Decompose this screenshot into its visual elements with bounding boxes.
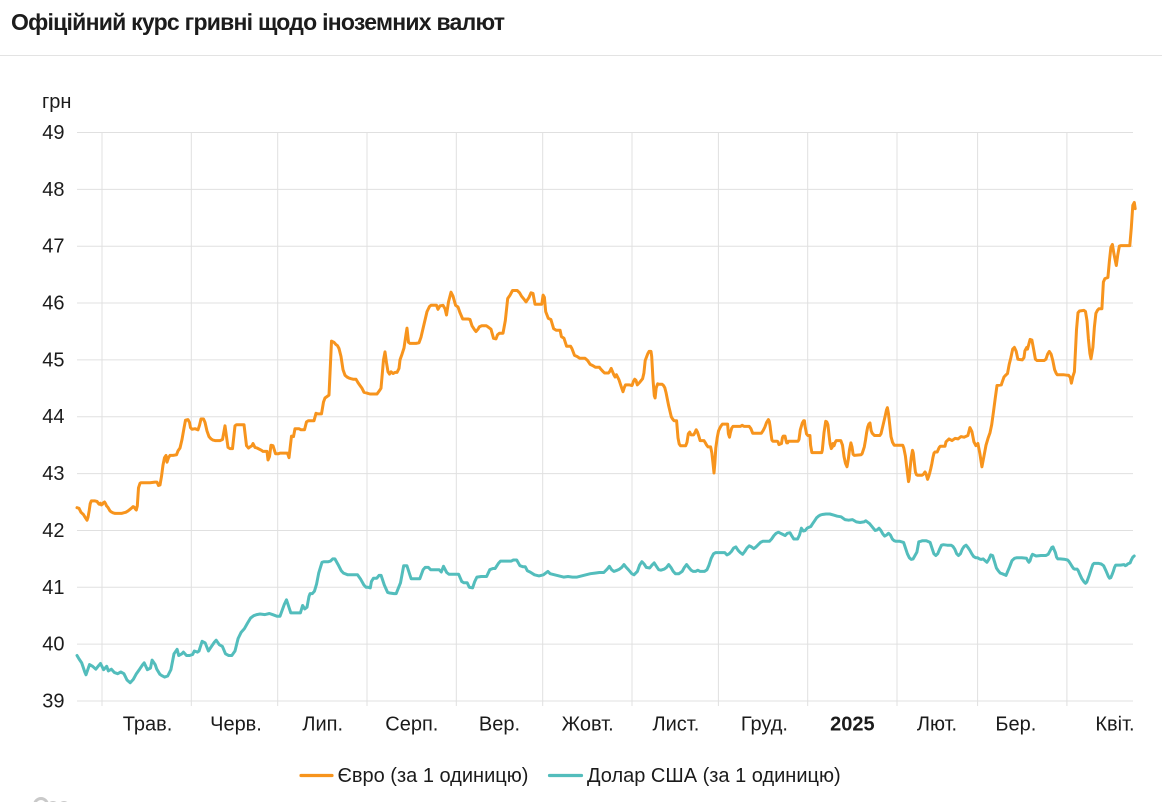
svg-text:Груд.: Груд. bbox=[741, 714, 788, 736]
svg-text:49: 49 bbox=[42, 122, 64, 144]
svg-text:42: 42 bbox=[42, 520, 64, 542]
svg-text:Вер.: Вер. bbox=[479, 714, 520, 736]
svg-text:45: 45 bbox=[42, 349, 64, 371]
svg-text:Жовт.: Жовт. bbox=[562, 714, 614, 736]
svg-text:Черв.: Черв. bbox=[210, 714, 262, 736]
svg-text:Серп.: Серп. bbox=[385, 714, 438, 736]
svg-text:2025: 2025 bbox=[830, 714, 875, 736]
svg-text:47: 47 bbox=[42, 236, 64, 258]
svg-text:Євро (за 1 одиницю): Євро (за 1 одиницю) bbox=[338, 765, 529, 787]
svg-text:Долар США (за 1 одиницю): Долар США (за 1 одиницю) bbox=[587, 765, 841, 787]
svg-text:40: 40 bbox=[42, 634, 64, 656]
svg-text:Бер.: Бер. bbox=[995, 714, 1036, 736]
svg-text:Лют.: Лют. bbox=[917, 714, 957, 736]
svg-text:Лип.: Лип. bbox=[302, 714, 343, 736]
svg-text:39: 39 bbox=[42, 691, 64, 713]
svg-text:грн: грн bbox=[42, 91, 71, 113]
svg-text:Лист.: Лист. bbox=[653, 714, 700, 736]
svg-text:41: 41 bbox=[42, 577, 64, 599]
svg-text:46: 46 bbox=[42, 293, 64, 315]
svg-text:44: 44 bbox=[42, 406, 64, 428]
svg-text:Трав.: Трав. bbox=[123, 714, 173, 736]
svg-text:43: 43 bbox=[42, 463, 64, 485]
svg-text:Квіт.: Квіт. bbox=[1095, 714, 1134, 736]
svg-text:48: 48 bbox=[42, 179, 64, 201]
